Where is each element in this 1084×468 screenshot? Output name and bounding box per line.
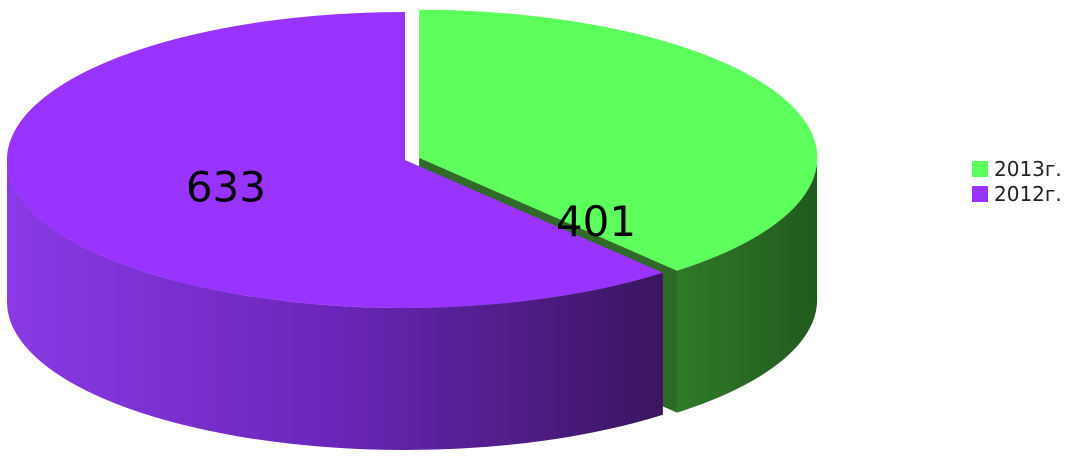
legend-item-2013: 2013г. <box>972 156 1062 181</box>
slice-2013 <box>419 9 818 271</box>
legend-label-2013: 2013г. <box>994 156 1062 181</box>
slice-2013-side <box>677 157 818 413</box>
legend-swatch-2012 <box>972 185 988 202</box>
data-label-2012: 633 <box>186 163 266 212</box>
slice-2012-side <box>7 160 663 450</box>
data-label-2013: 401 <box>556 197 636 246</box>
slice-2012 <box>6 11 663 309</box>
legend-item-2012: 2012г. <box>972 181 1062 206</box>
chart-legend: 2013г. 2012г. <box>972 156 1062 206</box>
legend-label-2012: 2012г. <box>994 181 1062 206</box>
legend-swatch-2013 <box>972 160 988 177</box>
